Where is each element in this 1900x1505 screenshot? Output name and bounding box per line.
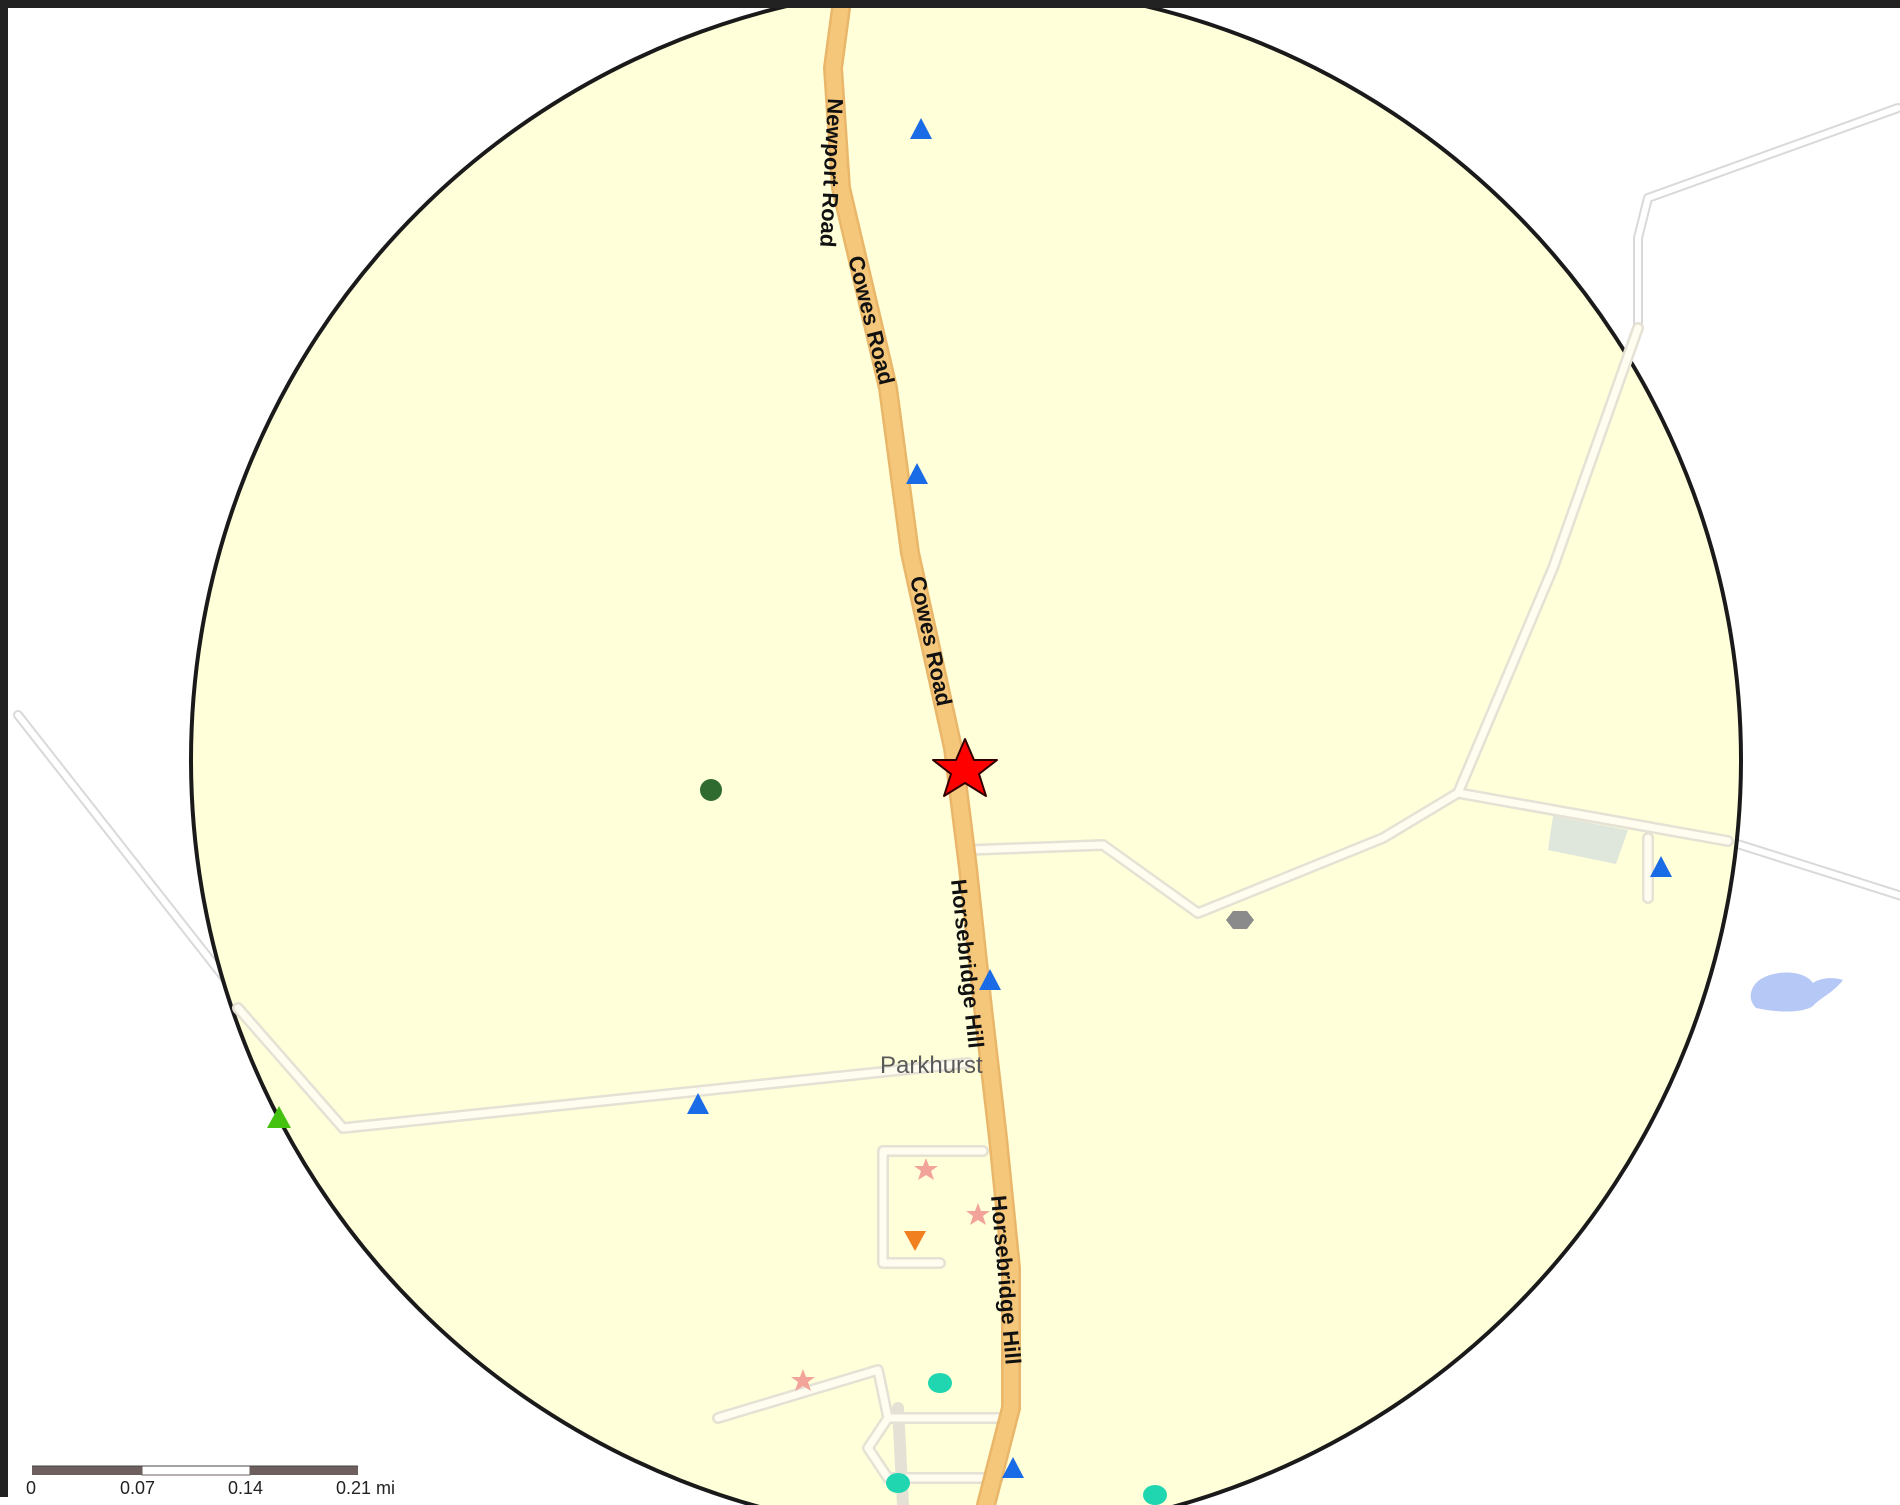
blue-triangle-marker[interactable] [1002,1457,1024,1478]
blue-triangle-marker[interactable] [687,1093,709,1114]
blue-triangle-marker[interactable] [979,969,1001,990]
scale-tick-2: 0.14 [228,1478,263,1498]
pink-star-marker[interactable] [966,1203,990,1225]
green-triangle-marker[interactable] [267,1106,291,1128]
main-road-core [825,8,1019,1505]
site-star-marker[interactable] [932,738,998,797]
scale-tick-3: 0.21 mi [336,1478,395,1498]
minor-roads-core [234,324,1732,1482]
building-footprint [1548,816,1628,864]
grey-hexagon-marker[interactable] [1226,911,1254,929]
scale-bar: 0 0.07 0.14 0.21 mi [26,1465,395,1498]
map-canvas[interactable]: Newport Road Cowes Road Cowes Road Horse… [8,8,1900,1505]
minor-roads-outer-core [15,105,1900,1011]
dark-green-circle-marker[interactable] [700,779,722,801]
teal-circle-marker[interactable] [928,1373,952,1393]
pink-star-markers [791,1158,990,1391]
scale-tick-1: 0.07 [120,1478,155,1498]
place-label-parkhurst: Parkhurst [880,1052,983,1079]
teal-circle-marker[interactable] [1143,1485,1167,1505]
blue-triangle-markers [687,118,1672,1478]
pond-water [1750,972,1843,1012]
pink-star-marker[interactable] [914,1158,938,1180]
scale-tick-0: 0 [26,1478,36,1498]
orange-down-triangle-marker[interactable] [904,1231,926,1251]
pink-star-marker[interactable] [791,1369,815,1391]
blue-triangle-marker[interactable] [910,118,932,139]
teal-circle-marker[interactable] [886,1473,910,1493]
blue-triangle-marker[interactable] [1650,856,1672,877]
blue-triangle-marker[interactable] [906,463,928,484]
